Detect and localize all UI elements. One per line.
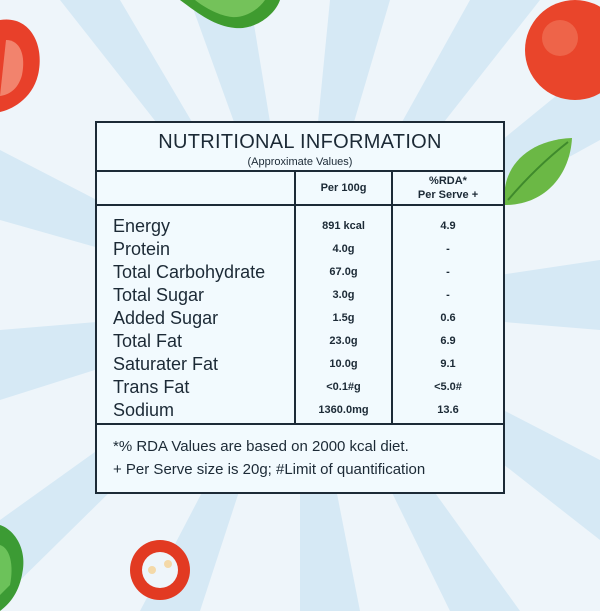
nutrient-name: Trans Fat [113,377,190,397]
table-row: Protein 4.0g - [97,238,503,261]
panel-title: NUTRITIONAL INFORMATION [158,131,442,153]
nutrient-rda: 6.9 [440,335,456,347]
rda-label-line1: %RDA* [429,175,467,187]
nutrient-name: Saturater Fat [113,354,219,374]
nutrient-per-100g: 67.0g [329,266,358,278]
nutrient-name: Sodium [113,400,175,420]
footnotes: *% RDA Values are based on 2000 kcal die… [97,423,503,494]
panel-subtitle: (Approximate Values) [247,156,353,168]
table-row: Trans Fat <0.1#g <5.0# [97,376,503,399]
nutrient-per-100g: 891 kcal [322,220,365,232]
nutrient-per-100g: 1360.0mg [318,404,369,416]
red-pepper-illustration [0,19,40,113]
table-row: Total Fat 23.0g 6.9 [97,330,503,353]
nutrient-name: Total Carbohydrate [113,262,266,282]
nutrient-per-100g: <0.1#g [326,381,361,393]
nutrition-panel: NUTRITIONAL INFORMATION (Approximate Val… [95,121,505,494]
nutrient-per-100g: 23.0g [329,335,358,347]
column-header-rda: %RDA* Per Serve + [393,172,503,204]
basil-leaf-illustration [504,138,572,205]
table-row: Sodium 1360.0mg 13.6 [97,399,503,422]
nutrient-name: Total Sugar [113,285,205,305]
herb-leaf-illustration [0,525,24,611]
table-row: Total Sugar 3.0g - [97,284,503,307]
column-divider [391,172,393,423]
nutrient-name: Protein [113,239,171,259]
nutrient-per-100g: 3.0g [332,289,355,301]
nutrient-rda: 4.9 [440,220,456,232]
nutrient-name: Total Fat [113,331,183,351]
table-row: Saturater Fat 10.0g 9.1 [97,353,503,376]
panel-header: NUTRITIONAL INFORMATION (Approximate Val… [97,123,503,172]
nutrient-rda: - [446,289,450,301]
tomato-illustration [525,0,600,100]
nutrient-rda: - [446,266,450,278]
column-header-per-100g: Per 100g [296,172,391,204]
nutrient-rda: 0.6 [440,312,456,324]
chili-ring-illustration [130,540,190,600]
column-divider [294,172,296,423]
rda-label-line2: Per Serve + [417,189,479,201]
per-100g-label: Per 100g [320,182,367,194]
nutrient-per-100g: 4.0g [332,243,355,255]
nutrient-rda: 13.6 [437,404,459,416]
nutrient-rda: <5.0# [434,381,462,393]
nutrient-name: Energy [113,216,171,236]
footnote-serve-size: + Per Serve size is 20g; #Limit of quant… [113,461,426,478]
nutrient-per-100g: 10.0g [329,358,358,370]
table-row: Energy 891 kcal 4.9 [97,215,503,238]
lettuce-leaf-illustration [180,0,280,29]
nutrient-rda: 9.1 [440,358,456,370]
table-row: Added Sugar 1.5g 0.6 [97,307,503,330]
nutrient-rows: Energy 891 kcal 4.9 Protein 4.0g - Total… [97,215,503,422]
nutrient-name: Added Sugar [113,308,219,328]
table-row: Total Carbohydrate 67.0g - [97,261,503,284]
footnote-rda: *% RDA Values are based on 2000 kcal die… [113,438,409,455]
nutrient-per-100g: 1.5g [332,312,355,324]
column-header-row: Per 100g %RDA* Per Serve + [97,172,503,206]
nutrient-rda: - [446,243,450,255]
